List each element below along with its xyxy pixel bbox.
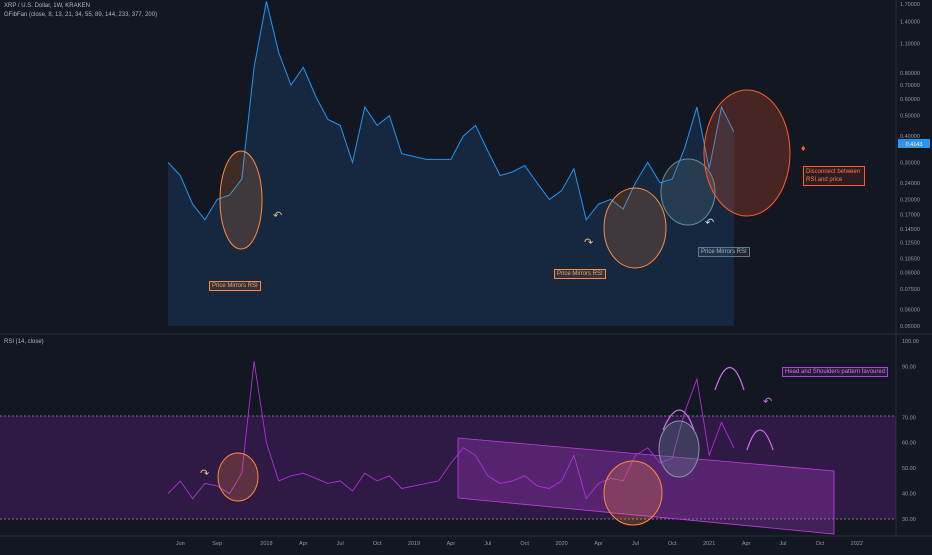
annotation-head-and-shoulders: Head and Shoulders pattern favoured bbox=[782, 367, 889, 377]
price-circle-teal bbox=[660, 158, 716, 226]
time-tick-label: 2021 bbox=[703, 541, 715, 547]
price-tick-label: 0.14500 bbox=[900, 227, 920, 233]
time-tick-label: 2018 bbox=[260, 541, 272, 547]
time-tick-label: Oct bbox=[373, 541, 382, 547]
flame-icon: ♦ bbox=[801, 143, 806, 153]
price-circle-2017 bbox=[219, 150, 263, 250]
curved-arrow-icon: ↷ bbox=[200, 468, 209, 480]
price-line bbox=[167, 1, 735, 221]
time-tick-label: Oct bbox=[668, 541, 677, 547]
price-circle-red bbox=[703, 89, 791, 217]
rsi-tick-label: 50.00 bbox=[902, 466, 916, 472]
curved-arrow-icon: ↶ bbox=[705, 217, 714, 229]
rsi-tick-label: 90.00 bbox=[902, 364, 916, 370]
time-tick-label: Oct bbox=[816, 541, 825, 547]
indicator-legend[interactable]: GFibFan (close, 8, 13, 21, 34, 55, 89, 1… bbox=[4, 12, 158, 18]
time-tick-label: Apr bbox=[447, 541, 456, 547]
price-tick-label: 0.10500 bbox=[900, 256, 920, 262]
annotation-price-mirrors-rsi: Price Mirrors RSI bbox=[554, 269, 606, 279]
time-tick-label: 2020 bbox=[555, 541, 567, 547]
price-tick-label: 0.70000 bbox=[900, 83, 920, 89]
time-tick-label: 2022 bbox=[851, 541, 863, 547]
rsi-y-axis[interactable]: 100.00 90.00 70.00 60.00 50.00 40.00 30.00 bbox=[902, 339, 919, 523]
time-tick-label: Jun bbox=[176, 541, 185, 547]
price-tick-label: 0.40000 bbox=[900, 134, 920, 140]
price-tick-label: 0.50000 bbox=[900, 114, 920, 120]
current-price-tag bbox=[898, 139, 930, 148]
rsi-descending-channel bbox=[457, 437, 835, 535]
price-tick-label: 0.12500 bbox=[900, 240, 920, 246]
price-circle-2020 bbox=[603, 187, 667, 269]
symbol-legend[interactable]: XRP / U.S. Dollar, 1W, KRAKEN bbox=[4, 3, 90, 9]
time-tick-label: Jul bbox=[484, 541, 491, 547]
hs-head-arc bbox=[714, 367, 745, 391]
price-tick-label: 0.07500 bbox=[900, 287, 920, 293]
price-tick-label: 0.06000 bbox=[900, 307, 920, 313]
time-tick-label: Apr bbox=[594, 541, 603, 547]
time-tick-label: Sep bbox=[212, 541, 222, 547]
annotation-disconnect: Disconnect between RSI and price bbox=[803, 166, 865, 186]
annotation-price-mirrors-rsi: Price Mirrors RSI bbox=[209, 281, 261, 291]
curved-arrow-icon: ↶ bbox=[763, 396, 772, 408]
price-tick-label: 0.60000 bbox=[900, 97, 920, 103]
time-tick-label: 2019 bbox=[408, 541, 420, 547]
annotation-price-mirrors-rsi: Price Mirrors RSI bbox=[698, 247, 750, 257]
price-tick-label: 0.80000 bbox=[900, 71, 920, 77]
time-axis[interactable]: Jun Sep 2018 Apr Jul Oct 2019 Apr Jul Oct 2020 Apr J… bbox=[176, 541, 863, 547]
rsi-line bbox=[167, 361, 735, 500]
rsi-circle-2017 bbox=[217, 452, 259, 502]
rsi-tick-label: 100.00 bbox=[902, 339, 919, 345]
rsi-tick-label: 40.00 bbox=[902, 492, 916, 498]
rsi-circle-2020 bbox=[603, 460, 663, 526]
price-tick-label: 0.17000 bbox=[900, 212, 920, 218]
hs-left-shoulder-arc bbox=[662, 409, 695, 431]
price-y-axis[interactable]: 1.70000 1.40000 1.10000 0.80000 0.70000 0.600… bbox=[900, 2, 920, 330]
price-tick-label: 1.70000 bbox=[900, 2, 920, 8]
time-tick-label: Jul bbox=[779, 541, 786, 547]
price-tick-label: 0.09000 bbox=[900, 270, 920, 276]
current-price-label: 0.4143 bbox=[906, 142, 923, 148]
time-tick-label: Jul bbox=[632, 541, 639, 547]
time-tick-label: Apr bbox=[299, 541, 308, 547]
rsi-circle-teal bbox=[658, 420, 700, 478]
curved-arrow-icon: ↶ bbox=[273, 210, 282, 222]
curved-arrow-icon: ↷ bbox=[584, 237, 593, 249]
price-tick-label: 0.36000 bbox=[900, 144, 920, 150]
time-tick-label: Oct bbox=[520, 541, 529, 547]
rsi-tick-label: 30.00 bbox=[902, 517, 916, 523]
price-pane-background bbox=[0, 0, 896, 332]
price-tick-label: 0.20000 bbox=[900, 197, 920, 203]
price-tick-label: 0.05000 bbox=[900, 324, 920, 330]
rsi-legend[interactable]: RSI (14, close) bbox=[4, 339, 44, 345]
price-tick-label: 0.30000 bbox=[900, 160, 920, 166]
time-tick-label: Jul bbox=[337, 541, 344, 547]
time-tick-label: Apr bbox=[742, 541, 751, 547]
price-tick-label: 1.40000 bbox=[900, 20, 920, 26]
hs-right-shoulder-arc bbox=[746, 429, 774, 451]
rsi-tick-label: 70.00 bbox=[902, 415, 916, 421]
rsi-tick-label: 60.00 bbox=[902, 441, 916, 447]
price-tick-label: 1.10000 bbox=[900, 42, 920, 48]
price-tick-label: 0.24000 bbox=[900, 181, 920, 187]
